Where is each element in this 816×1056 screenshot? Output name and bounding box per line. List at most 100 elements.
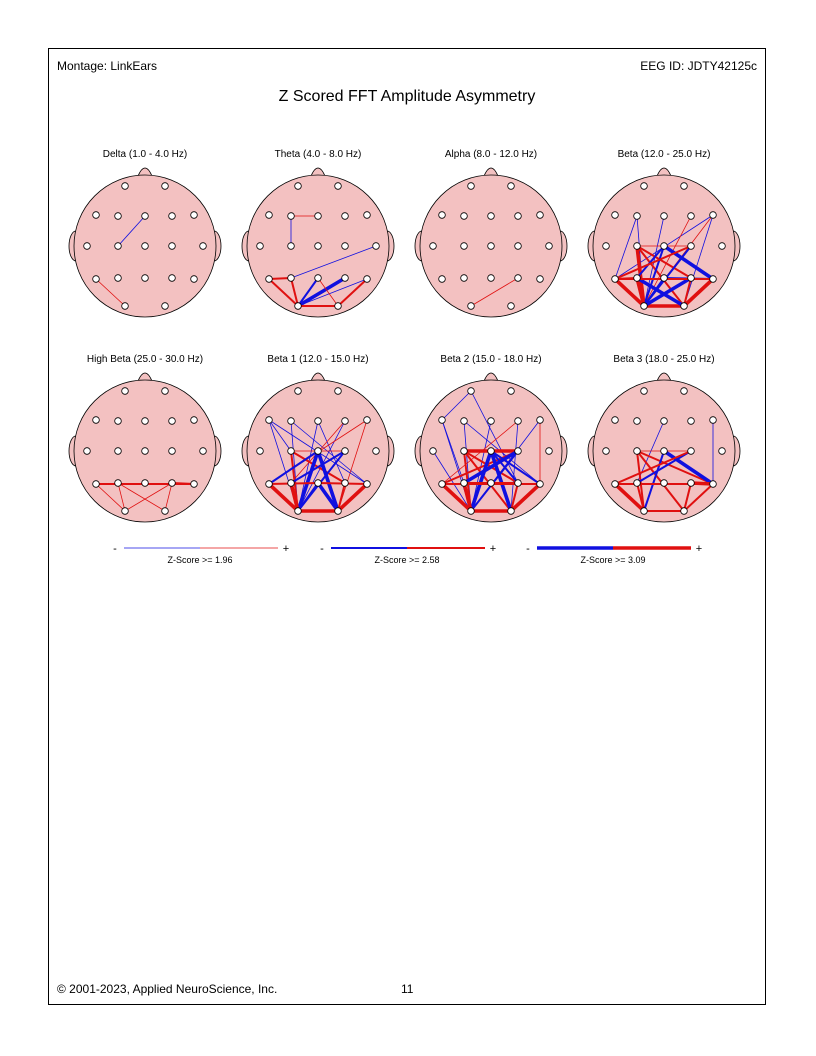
connection-C3-T6 [636, 450, 714, 485]
electrode-C4 [168, 447, 176, 455]
electrode-T3 [83, 447, 91, 455]
electrode-O1 [294, 507, 302, 515]
electrode-F4 [687, 212, 695, 220]
legend-item-1: - + Z-Score >= 1.96 [113, 543, 289, 565]
connection-Cz-O1 [643, 245, 665, 307]
connection-O2-T6 [509, 482, 542, 513]
electrode-Fz [487, 212, 495, 220]
head-maps: Delta (1.0 - 4.0 Hz) Theta (4.0 - 8.0 Hz)… [68, 149, 741, 565]
electrode-Fp2 [334, 182, 342, 190]
electrode-Cz [314, 242, 322, 250]
electrode-F7 [438, 211, 446, 219]
electrode-Pz [660, 274, 668, 282]
connection-P3-O1 [636, 482, 645, 512]
electrode-O1 [121, 302, 129, 310]
legend-label: Z-Score >= 1.96 [167, 555, 232, 565]
copyright-text: © 2001-2023, Applied NeuroScience, Inc. [57, 982, 278, 996]
connection-T5-O1 [267, 482, 300, 513]
electrode-C4 [341, 447, 349, 455]
electrode-C4 [687, 447, 695, 455]
connection-P4-O2 [164, 482, 173, 512]
electrode-Fp1 [467, 387, 475, 395]
connection-Cz-O1 [469, 449, 493, 513]
electrode-F7 [92, 416, 100, 424]
electrode-O2 [161, 507, 169, 515]
electrode-C3 [633, 242, 641, 250]
band-label: Beta 3 (18.0 - 25.0 Hz) [613, 354, 714, 365]
electrode-T5 [438, 480, 446, 488]
electrode-T5 [92, 275, 100, 283]
connection-P4-O2 [510, 482, 519, 512]
electrode-C4 [514, 242, 522, 250]
band-label: Beta 1 (12.0 - 15.0 Hz) [267, 354, 368, 365]
connection-Cz-T6 [662, 244, 715, 281]
band-label: Theta (4.0 - 8.0 Hz) [275, 149, 362, 160]
electrode-O1 [121, 507, 129, 515]
connection-P3-O1 [635, 276, 646, 308]
electrode-T5 [92, 480, 100, 488]
connection-O1-P4 [296, 276, 347, 308]
electrode-P3 [633, 479, 641, 487]
electrode-O2 [680, 507, 688, 515]
connection-Fz-P4 [317, 420, 346, 484]
electrode-Cz [660, 447, 668, 455]
electrode-T6 [190, 275, 198, 283]
electrode-Fz [314, 417, 322, 425]
head-map-2: Alpha (8.0 - 12.0 Hz) [414, 149, 568, 318]
band-label: Alpha (8.0 - 12.0 Hz) [445, 149, 537, 160]
connection-Cz-T5 [268, 450, 319, 485]
band-label: High Beta (25.0 - 30.0 Hz) [87, 354, 203, 365]
connection-P3-O1 [462, 481, 473, 513]
legend-label: Z-Score >= 2.58 [374, 555, 439, 565]
electrode-F7 [92, 211, 100, 219]
connection-O2-T6 [682, 277, 715, 308]
connection-Cz-O1 [643, 450, 665, 512]
connection-Fp1-P4 [470, 390, 519, 484]
head-map-5: Beta 1 (12.0 - 15.0 Hz) [241, 354, 395, 523]
connection-P3-O1 [289, 481, 300, 513]
connection-C4-P3 [636, 450, 692, 484]
electrode-T6 [363, 275, 371, 283]
head-map-7: Beta 3 (18.0 - 25.0 Hz) [587, 354, 741, 523]
electrode-P4 [687, 274, 695, 282]
connection-P3-O1 [290, 277, 299, 307]
electrode-O2 [507, 302, 515, 310]
electrode-T3 [256, 242, 264, 250]
electrode-Pz [487, 274, 495, 282]
legend-plus: + [696, 543, 702, 555]
electrode-F3 [114, 417, 122, 425]
legend-label: Z-Score >= 3.09 [580, 555, 645, 565]
electrode-F7 [438, 416, 446, 424]
legend-item-2: - + Z-Score >= 2.58 [320, 543, 496, 565]
band-label: Delta (1.0 - 4.0 Hz) [103, 149, 187, 160]
connection-F7-P3 [441, 419, 465, 484]
connection-P3-T4 [290, 245, 377, 279]
electrode-P3 [287, 274, 295, 282]
connection-T5-O1 [613, 277, 646, 308]
electrode-T3 [602, 242, 610, 250]
electrode-Fz [141, 417, 149, 425]
electrode-C3 [460, 447, 468, 455]
electrode-F4 [687, 417, 695, 425]
electrode-O1 [294, 302, 302, 310]
electrode-O1 [467, 507, 475, 515]
connection-O2-T6 [336, 482, 369, 513]
electrode-Fp2 [334, 387, 342, 395]
head-map-4: High Beta (25.0 - 30.0 Hz) [68, 354, 222, 523]
montage-label: Montage: LinkEars [57, 59, 158, 73]
electrode-F4 [341, 417, 349, 425]
connection-F8-O2 [683, 214, 714, 307]
electrode-F3 [633, 212, 641, 220]
electrode-Pz [141, 479, 149, 487]
electrode-Cz [314, 447, 322, 455]
electrode-F8 [363, 416, 371, 424]
electrode-Fp2 [680, 387, 688, 395]
legend-plus: + [490, 543, 496, 555]
electrode-Fp1 [121, 387, 129, 395]
electrode-T3 [83, 242, 91, 250]
electrode-F7 [611, 416, 619, 424]
electrode-F4 [514, 417, 522, 425]
electrode-F8 [536, 211, 544, 219]
electrode-Fp2 [680, 182, 688, 190]
connection-T5-O1 [95, 483, 126, 512]
